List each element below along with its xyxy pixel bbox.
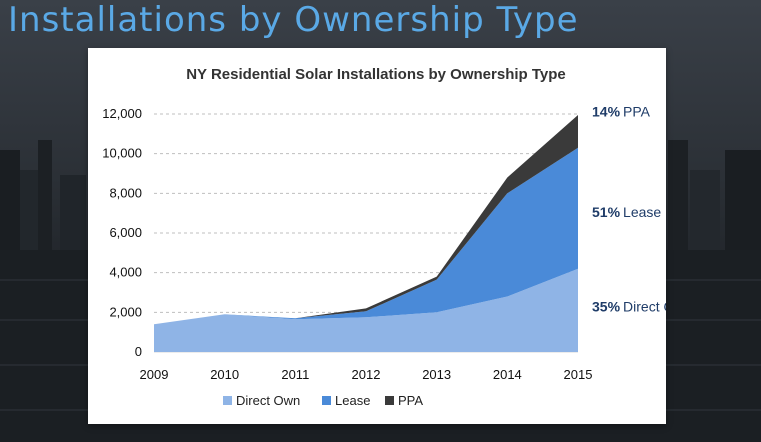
legend-label-ppa: PPA [398,393,423,408]
y-tick-label: 6,000 [109,225,142,240]
slide-title: Installations by Ownership Type [8,0,579,40]
x-tick-label: 2009 [140,367,169,382]
area-chart: NY Residential Solar Installations by Ow… [102,66,666,408]
chart-title: NY Residential Solar Installations by Ow… [186,66,566,83]
y-tick-label: 12,000 [102,106,142,121]
legend-swatch-direct-own [223,396,232,405]
x-tick-label: 2013 [422,367,451,382]
y-tick-label: 4,000 [109,265,142,280]
chart-card: NY Residential Solar Installations by Ow… [88,48,666,424]
legend-swatch-ppa [385,396,394,405]
y-tick-label: 8,000 [109,185,142,200]
x-tick-label: 2015 [564,367,593,382]
x-tick-label: 2014 [493,367,522,382]
legend-label-lease: Lease [335,393,370,408]
x-tick-label: 2010 [210,367,239,382]
annotation-direct-own: 35%Direct Own [592,298,666,314]
area-direct-own [154,268,578,352]
y-tick-label: 2,000 [109,304,142,319]
legend-swatch-lease [322,396,331,405]
annotation-lease: 51% Lease [592,204,661,220]
area-lease [154,147,578,325]
y-tick-label: 10,000 [102,146,142,161]
annotation-ppa: 14% PPA [592,104,651,120]
y-tick-label: 0 [135,344,142,359]
x-tick-label: 2011 [281,367,309,382]
x-tick-label: 2012 [352,367,381,382]
legend-label-direct-own: Direct Own [236,393,300,408]
